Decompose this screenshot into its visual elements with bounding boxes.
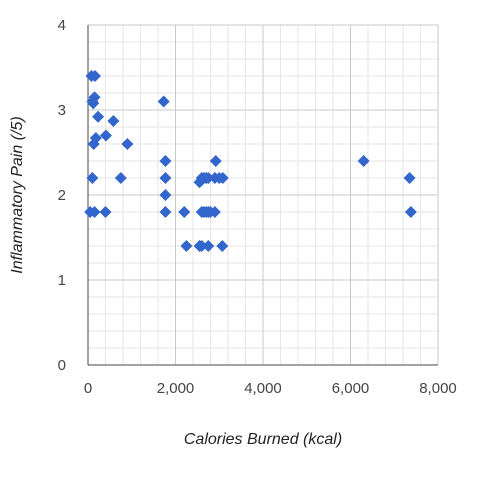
data-point [159, 206, 172, 218]
data-point [114, 172, 127, 184]
x-tick-label: 4,000 [244, 380, 282, 397]
data-point [195, 240, 208, 252]
data-point [99, 206, 112, 218]
axis-layer [87, 25, 438, 366]
y-tick-label: 4 [58, 17, 66, 34]
y-tick-label: 1 [58, 272, 66, 289]
grid-layer [87, 24, 439, 366]
data-point [92, 110, 105, 123]
data-point [107, 115, 120, 128]
x-tick-label: 0 [84, 380, 92, 397]
data-point [157, 95, 170, 108]
data-point [159, 189, 172, 201]
data-point [208, 206, 221, 218]
data-point [404, 206, 417, 218]
x-tick-label: 8,000 [419, 380, 457, 397]
y-tick-label: 2 [58, 187, 66, 204]
x-tick-label: 2,000 [157, 380, 195, 397]
data-point [88, 206, 101, 218]
data-point [87, 138, 100, 150]
data-point [99, 129, 112, 142]
data-point [86, 172, 99, 184]
x-tick-label: 6,000 [332, 380, 370, 397]
data-point [403, 172, 416, 184]
data-point [180, 240, 193, 252]
data-point [202, 172, 215, 184]
y-axis-title: Inflammatory Pain (/5) [9, 116, 26, 273]
y-tick-label: 3 [58, 102, 66, 119]
data-point [216, 172, 229, 184]
data-point [89, 70, 101, 82]
data-point [209, 155, 222, 167]
data-point [159, 172, 172, 184]
data-point [121, 138, 134, 150]
data-point [202, 240, 215, 252]
data-point [159, 155, 172, 167]
data-point [357, 155, 370, 167]
x-axis-title: Calories Burned (kcal) [184, 431, 342, 448]
data-point [178, 206, 191, 218]
data-point [87, 97, 100, 110]
y-tick-label: 0 [58, 357, 66, 374]
tick-label-layer: 0 2,000 4,000 6,000 8,000 0 1 2 3 4 [58, 17, 457, 397]
data-point [216, 240, 229, 252]
data-point-layer [84, 70, 417, 252]
